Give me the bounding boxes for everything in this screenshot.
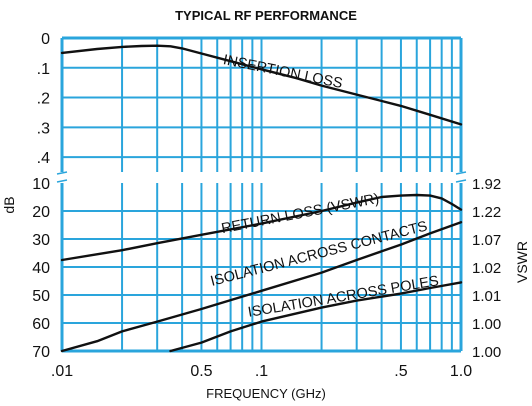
axis-break-mark [455,171,467,175]
x-tick-label: 1.0 [450,363,472,380]
return-loss-curve [60,193,463,262]
isolation-contacts-curve [60,221,463,353]
y-tick-label-lower: 50 [32,288,50,305]
y-tick-label-right: 1.00 [472,344,501,361]
y-tick-label-lower: 40 [32,260,50,277]
insertion-loss-label: INSERTION LOSS [222,52,344,92]
y-tick-label-lower: 10 [32,176,50,193]
y-tick-label-right: 1.01 [472,288,501,305]
y-tick-label-lower: 20 [32,204,50,221]
y-tick-label-lower: 60 [32,316,50,333]
axis-break-mark [56,179,68,183]
x-tick-label: .01 [51,363,73,380]
insertion-loss-curve [60,44,463,126]
y-tick-label-upper: 0 [41,31,50,48]
y-tick-label-right: 1.92 [472,176,501,193]
y-axis-label-left: dB [1,196,17,213]
isolation-poles-curve [169,281,463,353]
series-layer [60,44,463,353]
x-tick-label: 0.5 [190,363,212,380]
x-tick-label: .1 [255,363,268,380]
ticks-layer: 0 .1 .2 .3 .4 10 20 30 40 50 60 70 1.92 1.22 1.07 1.02 1… [32,31,501,380]
frame-layer [56,36,467,353]
y-tick-label-right: 1.02 [472,260,501,277]
y-tick-label-right: 1.22 [472,204,501,221]
x-axis-label: FREQUENCY (GHz) [206,386,326,401]
y-tick-label-lower: 30 [32,232,50,249]
chart-title: TYPICAL RF PERFORMANCE [175,8,357,23]
y-tick-label-upper: .4 [37,150,50,167]
y-tick-label-upper: .2 [37,91,50,108]
y-tick-label-right: 1.00 [472,316,501,333]
y-axis-label-right: VSWR [514,241,530,283]
y-tick-label-lower: 70 [32,344,50,361]
y-tick-label-right: 1.07 [472,232,501,249]
x-tick-label: .5 [394,363,407,380]
axis-break-mark [56,171,68,175]
axis-break-mark [455,179,467,183]
y-tick-label-upper: .3 [37,120,50,137]
y-tick-label-upper: .1 [37,61,50,78]
isolation-poles-label: ISOLATION ACROSS POLES [247,273,440,321]
